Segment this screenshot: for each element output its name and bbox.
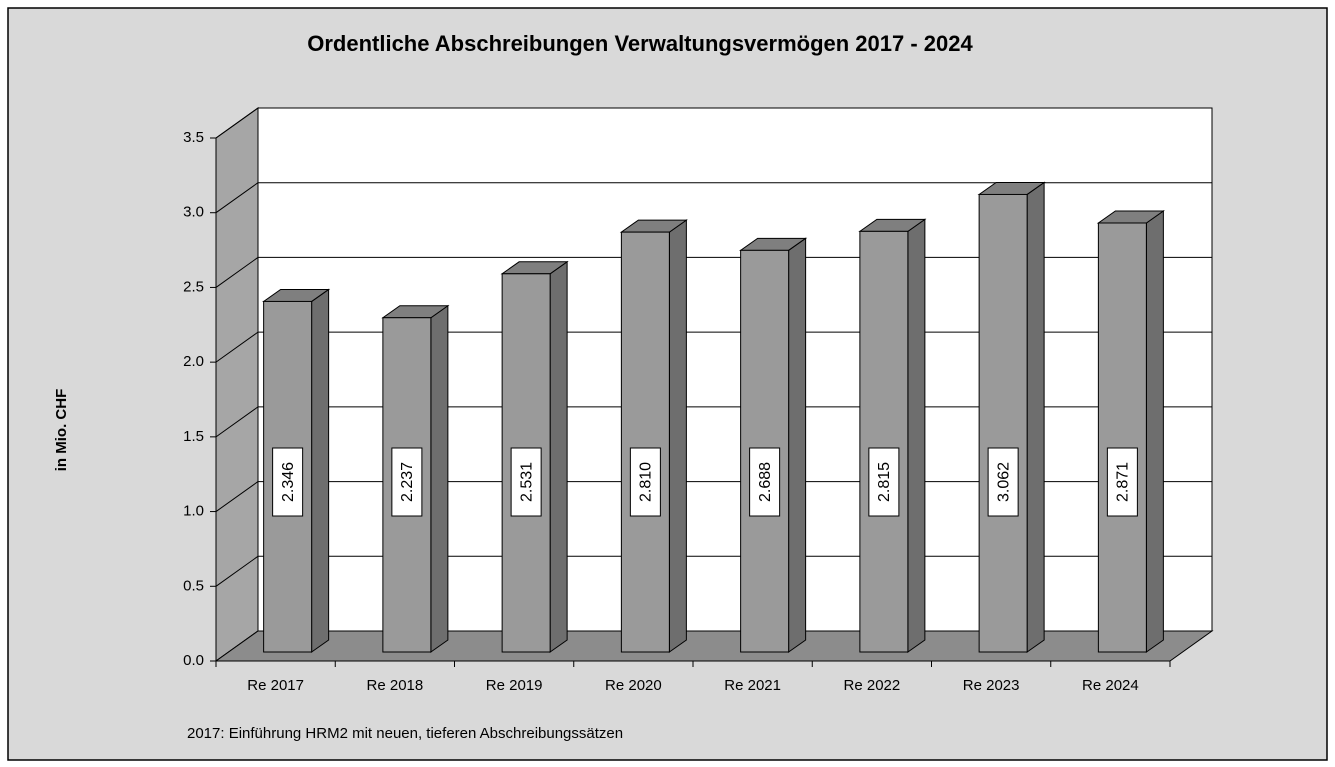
bar-side — [788, 237, 807, 653]
value-label: 2.815 — [876, 462, 893, 502]
x-tick-label: Re 2019 — [486, 677, 543, 694]
x-tick-label: Re 2021 — [724, 677, 781, 694]
x-tick-label: Re 2020 — [605, 677, 662, 694]
grid-line — [215, 107, 259, 139]
y-axis-label: in Mio. CHF — [53, 389, 70, 472]
x-tick-label: Re 2024 — [1082, 677, 1139, 694]
note: 2017: Einführung HRM2 mit neuen, tiefere… — [187, 725, 623, 742]
value-label-box — [1106, 447, 1138, 517]
bar-side — [1026, 181, 1045, 653]
bar-side — [668, 219, 687, 653]
bar-side — [311, 288, 330, 653]
y-tick-label: 2.5 — [183, 278, 204, 295]
value-label-box — [987, 447, 1019, 517]
bar-side — [907, 218, 926, 653]
y-tick-label: 3.0 — [183, 204, 204, 221]
chart-title: Ordentliche Abschreibungen Verwaltungsve… — [307, 31, 973, 56]
y-tick-label: 3.5 — [183, 129, 204, 146]
x-tick-label: Re 2023 — [963, 677, 1020, 694]
value-label-box — [510, 447, 542, 517]
grid-line — [215, 555, 259, 587]
value-label-box — [391, 447, 423, 517]
value-label: 2.531 — [518, 462, 535, 502]
bar-side — [1145, 210, 1164, 653]
value-label: 2.346 — [280, 462, 297, 502]
x-tick-label: Re 2017 — [247, 677, 304, 694]
value-label: 2.810 — [638, 462, 655, 502]
bar-side — [549, 260, 568, 653]
grid-line — [215, 481, 259, 512]
x-tick-label: Re 2018 — [367, 677, 424, 694]
floor — [214, 630, 1214, 662]
bar — [620, 231, 670, 653]
grid-line — [215, 182, 259, 214]
bar — [859, 230, 909, 653]
value-label: 2.237 — [399, 462, 416, 502]
value-label-box — [749, 447, 781, 517]
bar — [1097, 222, 1147, 653]
value-label: 3.062 — [995, 462, 1012, 502]
bar-side — [430, 304, 449, 653]
side-wall — [215, 107, 259, 662]
value-label-box — [868, 447, 900, 517]
grid-line — [215, 257, 259, 288]
y-tick-label: 0.0 — [183, 652, 204, 669]
y-tick-label: 2.0 — [183, 353, 204, 370]
y-tick-label: 1.0 — [183, 503, 204, 520]
value-label-box — [629, 447, 661, 517]
value-label-box — [272, 447, 304, 517]
grid-line — [215, 331, 259, 363]
bar — [978, 193, 1028, 653]
grid-line — [215, 406, 259, 438]
value-label: 2.688 — [757, 462, 774, 502]
y-tick-label: 0.5 — [183, 577, 204, 594]
x-tick-label: Re 2022 — [844, 677, 901, 694]
value-label: 2.871 — [1115, 462, 1132, 502]
y-tick-label: 1.5 — [183, 428, 204, 445]
